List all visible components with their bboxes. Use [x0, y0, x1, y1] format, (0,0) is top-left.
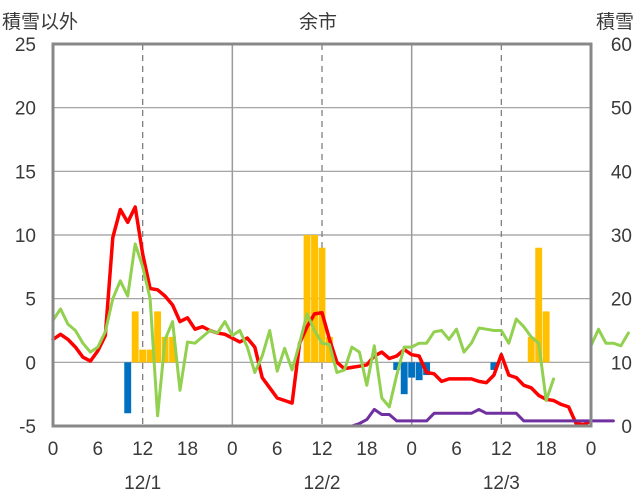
x-tick-label: 18: [536, 439, 557, 460]
left-tick-label: 10: [15, 226, 36, 247]
series-line: [51, 407, 615, 428]
series-line: [51, 242, 556, 418]
chart-grid: [53, 43, 591, 427]
left-tick-label: 5: [25, 290, 36, 311]
x-tick-label: 6: [451, 439, 462, 460]
bar: [169, 336, 176, 363]
left-tick-label: 0: [25, 353, 36, 374]
right-tick-label: 10: [611, 353, 632, 374]
x-tick-label: 0: [48, 439, 59, 460]
right-tick-label: 50: [611, 99, 632, 120]
left-tick-label: 15: [15, 162, 36, 183]
x-tick-label: 12: [491, 439, 512, 460]
day-label: 12/1: [124, 473, 161, 494]
right-tick-label: 40: [611, 162, 632, 183]
day-label: 12/2: [304, 473, 341, 494]
left-tick-label: 25: [15, 35, 36, 56]
bar: [303, 235, 311, 363]
bar: [124, 362, 132, 414]
bar: [400, 362, 408, 395]
x-tick-label: 12: [311, 439, 332, 460]
left-tick-label: -5: [19, 417, 36, 438]
x-tick-label: 0: [586, 439, 597, 460]
right-tick-label: 30: [611, 226, 632, 247]
bar: [146, 349, 154, 363]
bar: [490, 362, 498, 370]
bar: [311, 235, 318, 363]
bar: [542, 311, 550, 363]
day-label: 12/3: [483, 473, 520, 494]
bar-series: [124, 235, 550, 414]
plot-frame: [51, 42, 593, 428]
x-tick-label: 6: [93, 439, 104, 460]
left-axis-label: 積雪以外: [2, 11, 78, 33]
bar: [408, 362, 416, 378]
bar: [131, 311, 139, 363]
x-tick-label: 0: [227, 439, 238, 460]
bar: [393, 362, 401, 370]
chart-title: 余市: [299, 11, 337, 33]
x-tick-label: 0: [406, 439, 417, 460]
bar: [318, 247, 326, 363]
x-tick-label: 18: [177, 439, 198, 460]
bar: [535, 247, 543, 363]
x-tick-label: 12: [132, 439, 153, 460]
right-tick-label: 0: [621, 417, 632, 438]
bar: [154, 311, 162, 363]
right-tick-label: 20: [611, 290, 632, 311]
left-tick-label: 20: [15, 99, 36, 120]
series-line: [589, 327, 630, 348]
x-tick-label: 6: [272, 439, 283, 460]
x-tick-label: 18: [356, 439, 377, 460]
bar: [139, 349, 147, 363]
right-axis-label: 積雪: [596, 11, 634, 33]
bar: [527, 336, 535, 363]
right-tick-label: 60: [611, 35, 632, 56]
series-line: [51, 205, 593, 427]
bar: [415, 362, 423, 381]
